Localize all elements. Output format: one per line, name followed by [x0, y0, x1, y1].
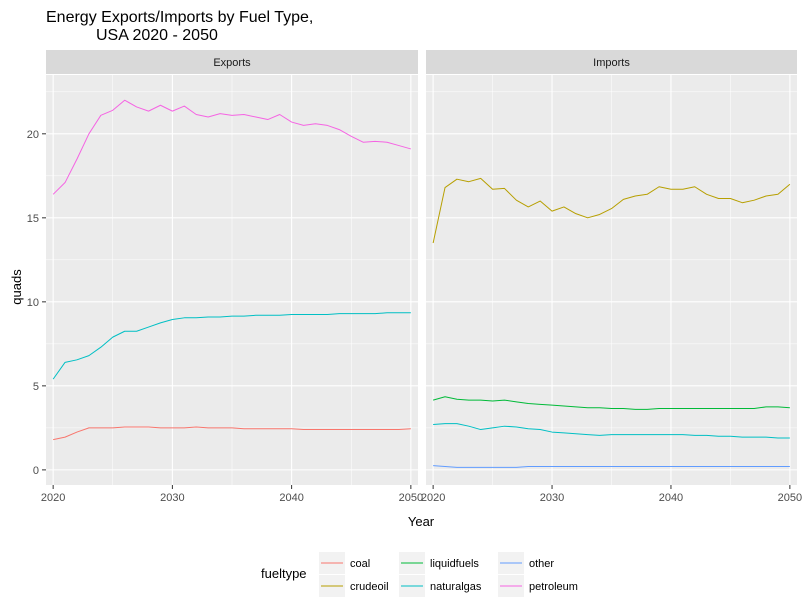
x-tick-label: 2030: [160, 492, 184, 504]
x-tick-label: 2020: [421, 492, 445, 504]
x-tick-label: 2040: [659, 492, 683, 504]
legend-label-petroleum: petroleum: [529, 581, 578, 593]
series-line-naturalgas: [433, 423, 790, 439]
legend: fueltype coal crudeoil liquidfuels naturalg…: [261, 552, 578, 597]
chart-title-line2: USA 2020 - 2050: [96, 27, 218, 44]
strip-background: [426, 50, 797, 74]
strip-label: Exports: [213, 57, 251, 69]
panel-exports: Exports 2020 2030 2040 2050 0 5 10 15 20: [27, 50, 423, 504]
chart-title-line1: Energy Exports/Imports by Fuel Type,: [46, 9, 313, 26]
y-tick-label: 10: [27, 297, 39, 309]
x-tick-label: 2030: [540, 492, 564, 504]
legend-title: fueltype: [261, 566, 307, 581]
y-axis-title: quads: [9, 269, 24, 305]
panel-imports: Imports 2020 2030 2040 2050: [421, 50, 802, 504]
x-tick-label: 2050: [778, 492, 802, 504]
legend-item-petroleum: petroleum: [498, 575, 578, 597]
strip-background: [46, 50, 418, 74]
panels-group: Exports 2020 2030 2040 2050 0 5 10 15 20 Imports 20…: [27, 50, 802, 504]
strip-label: Imports: [593, 57, 630, 69]
x-axis-title: Year: [408, 514, 435, 529]
series-line-liquidfuels: [432, 396, 790, 410]
series-line-other: [433, 465, 790, 468]
legend-label-other: other: [529, 558, 554, 570]
legend-item-crudeoil: crudeoil: [319, 575, 389, 597]
legend-item-liquidfuels: liquidfuels: [399, 552, 479, 574]
x-tick-label: 2020: [41, 492, 65, 504]
series-line-crudeoil: [432, 177, 791, 244]
series-line-naturalgas: [52, 312, 411, 380]
y-tick-label: 5: [33, 381, 39, 393]
legend-label-coal: coal: [350, 558, 370, 570]
legend-item-other: other: [498, 552, 554, 574]
legend-item-naturalgas: naturalgas: [399, 575, 482, 597]
series-line-petroleum: [52, 99, 411, 195]
legend-label-crudeoil: crudeoil: [350, 581, 389, 593]
series-line-coal: [53, 426, 411, 441]
y-tick-label: 0: [33, 465, 39, 477]
y-tick-label: 20: [27, 129, 39, 141]
y-tick-label: 15: [27, 213, 39, 225]
legend-label-liquidfuels: liquidfuels: [430, 558, 479, 570]
legend-item-coal: coal: [319, 552, 370, 574]
legend-label-naturalgas: naturalgas: [430, 581, 482, 593]
x-tick-label: 2050: [399, 492, 423, 504]
x-tick-label: 2040: [279, 492, 303, 504]
